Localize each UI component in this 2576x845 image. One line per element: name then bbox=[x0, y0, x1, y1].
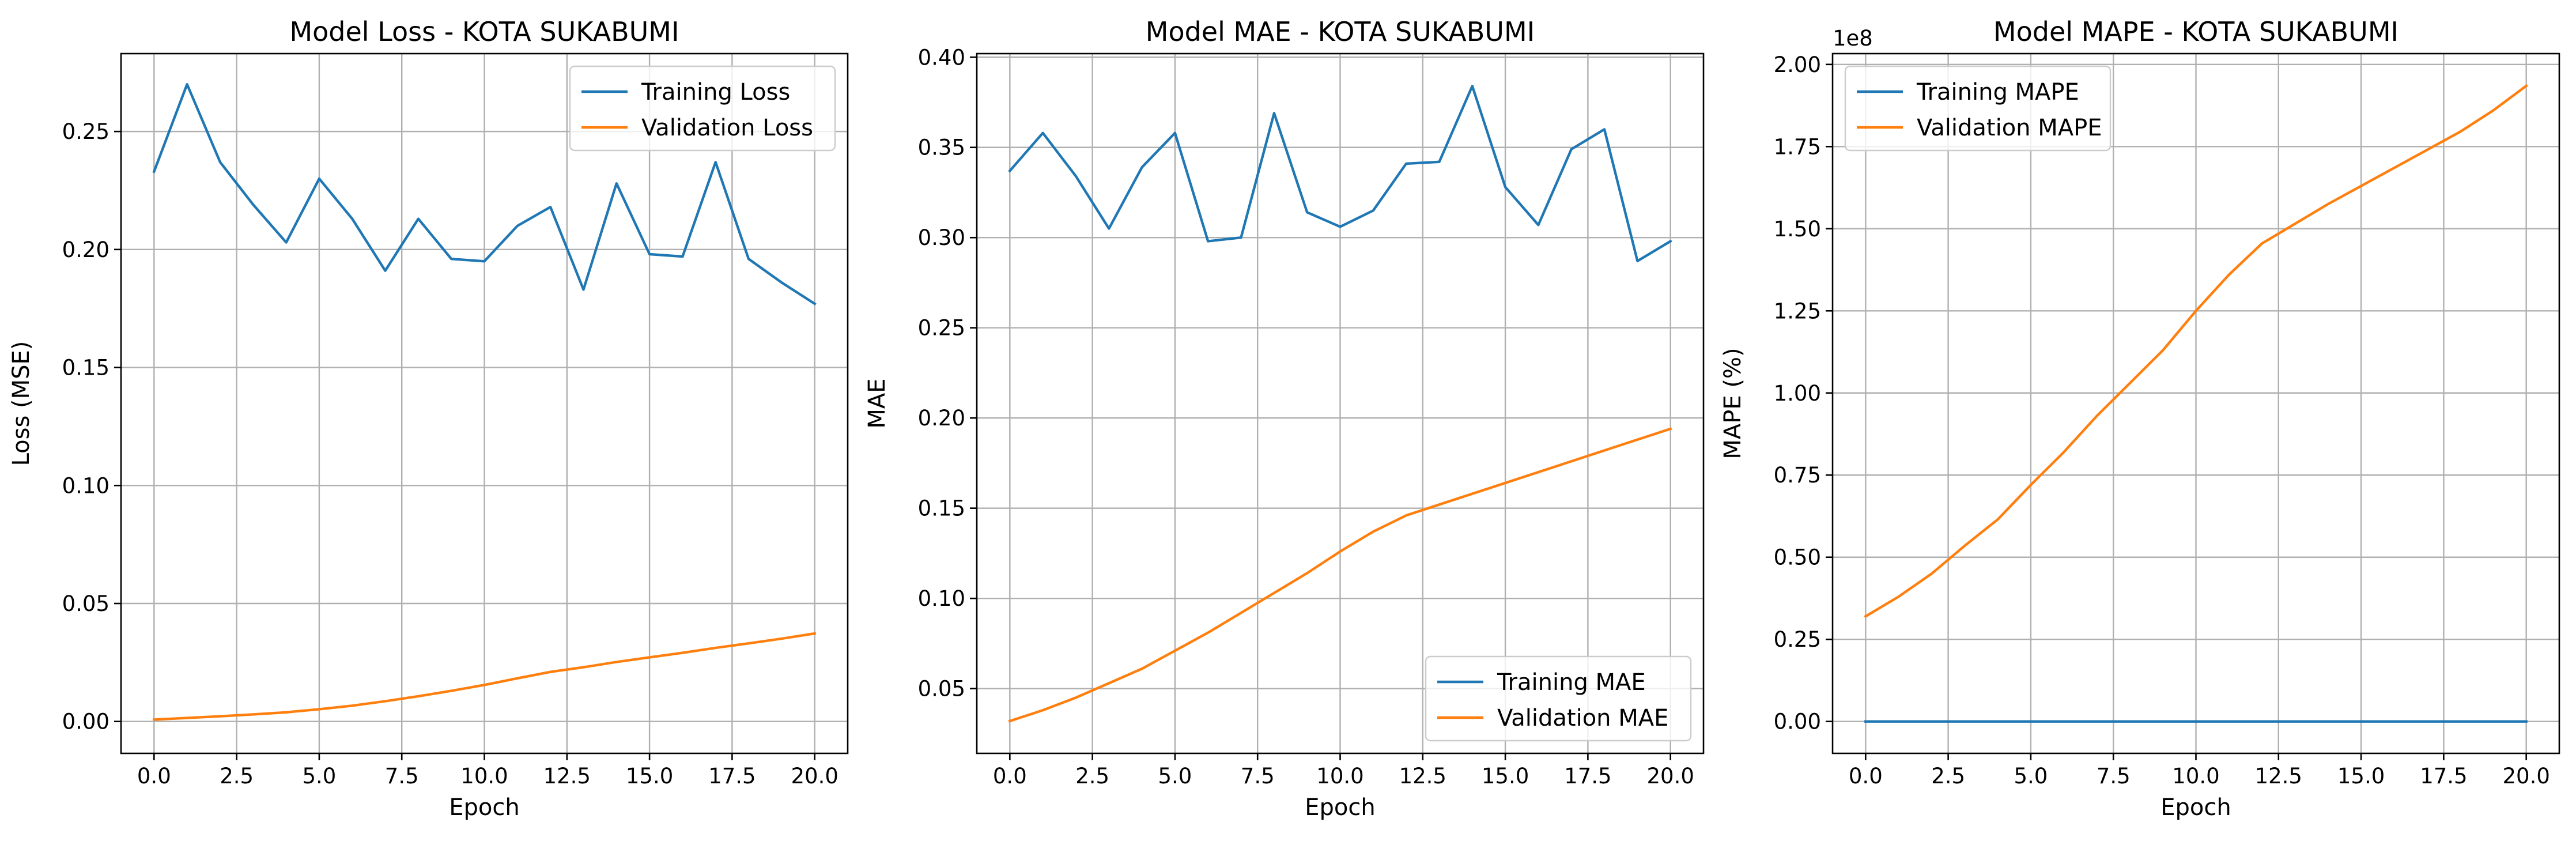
x-tick-label: 2.5 bbox=[1931, 764, 1965, 789]
y-offset-label: 1e8 bbox=[1833, 26, 1873, 51]
x-tick-label: 15.0 bbox=[1482, 764, 1529, 789]
x-tick-label: 12.5 bbox=[543, 764, 591, 789]
legend-box bbox=[1425, 655, 1692, 742]
x-tick-label: 2.5 bbox=[220, 764, 254, 789]
y-tick-label: 0.35 bbox=[918, 135, 965, 160]
y-tick-label: 0.05 bbox=[918, 677, 965, 701]
x-tick-label: 17.5 bbox=[1564, 764, 1611, 789]
series-line-validation-mae bbox=[1008, 427, 1672, 723]
x-tick-label: 17.5 bbox=[708, 764, 756, 789]
legend-entry-label: Validation MAE bbox=[1497, 705, 1668, 731]
y-tick-label: 0.00 bbox=[1774, 710, 1821, 734]
x-tick-label: 5.0 bbox=[1158, 764, 1192, 789]
series-line-training-mae bbox=[1008, 85, 1672, 263]
x-tick-label: 10.0 bbox=[1316, 764, 1363, 789]
x-tick-label: 2.5 bbox=[1075, 764, 1109, 789]
subplot-3: 0.0 2.5 5.0 7.5 10.0 12.5 15.0 17.5 20.0 0.00 0.25… bbox=[1720, 16, 2560, 821]
y-tick-label: 0.30 bbox=[918, 225, 965, 250]
x-axis-label: Epoch bbox=[449, 794, 519, 821]
x-tick-label: 7.5 bbox=[1241, 764, 1275, 789]
y-axis-label: MAPE (%) bbox=[1720, 348, 1746, 459]
legend: Training MAPE Validation MAPE bbox=[1844, 65, 2112, 152]
chart-title: Model MAPE - KOTA SUKABUMI bbox=[1993, 16, 2399, 47]
x-tick-label: 12.5 bbox=[1399, 764, 1446, 789]
series-line-validation-loss bbox=[152, 632, 817, 721]
y-tick-label: 0.25 bbox=[62, 119, 109, 144]
chart-title: Model Loss - KOTA SUKABUMI bbox=[289, 16, 679, 47]
x-tick-label: 0.0 bbox=[993, 764, 1027, 789]
y-tick-label: 2.00 bbox=[1774, 52, 1821, 77]
x-tick-label: 10.0 bbox=[2172, 764, 2219, 789]
y-tick-label: 0.15 bbox=[918, 496, 965, 521]
legend: Training MAE Validation MAE bbox=[1425, 655, 1692, 742]
x-tick-label: 20.0 bbox=[1646, 764, 1694, 789]
y-tick-label: 0.15 bbox=[62, 356, 109, 380]
x-tick-label: 10.0 bbox=[460, 764, 508, 789]
y-tick-label: 0.25 bbox=[918, 316, 965, 341]
y-tick-label: 0.05 bbox=[62, 591, 109, 616]
legend-entry-label: Training MAE bbox=[1497, 669, 1646, 696]
x-tick-label: 7.5 bbox=[385, 764, 419, 789]
y-tick-label: 1.25 bbox=[1774, 299, 1821, 323]
y-tick-label: 0.10 bbox=[918, 586, 965, 611]
subplot-2: 0.0 2.5 5.0 7.5 10.0 12.5 15.0 17.5 20.0 0.05 0.10… bbox=[864, 16, 1705, 821]
y-axis-label: MAE bbox=[864, 378, 890, 428]
legend-box bbox=[1844, 65, 2112, 152]
y-tick-label: 1.50 bbox=[1774, 217, 1821, 242]
legend: Training Loss Validation Loss bbox=[569, 65, 836, 152]
x-tick-label: 15.0 bbox=[626, 764, 673, 789]
y-axis-label: Loss (MSE) bbox=[8, 341, 35, 466]
x-tick-label: 0.0 bbox=[1849, 764, 1883, 789]
x-tick-label: 17.5 bbox=[2420, 764, 2467, 789]
legend-entry-label: Training MAPE bbox=[1916, 79, 2079, 105]
y-tick-label: 1.75 bbox=[1774, 134, 1821, 159]
subplot-1: 0.0 2.5 5.0 7.5 10.0 12.5 15.0 17.5 20.0 0.00 0.05… bbox=[8, 16, 849, 821]
x-tick-label: 0.0 bbox=[137, 764, 171, 789]
y-tick-label: 0.50 bbox=[1774, 545, 1821, 570]
x-tick-label: 12.5 bbox=[2255, 764, 2302, 789]
y-tick-label: 0.40 bbox=[918, 45, 965, 70]
x-tick-label: 15.0 bbox=[2337, 764, 2385, 789]
legend-entry-label: Validation Loss bbox=[641, 115, 813, 141]
y-tick-label: 1.00 bbox=[1774, 381, 1821, 406]
y-tick-label: 0.20 bbox=[918, 406, 965, 431]
x-axis-label: Epoch bbox=[1305, 794, 1375, 821]
x-tick-label: 7.5 bbox=[2097, 764, 2131, 789]
x-tick-label: 5.0 bbox=[2014, 764, 2048, 789]
legend-entry-label: Training Loss bbox=[641, 79, 790, 105]
series-line-training-loss bbox=[152, 82, 817, 306]
y-tick-label: 0.75 bbox=[1774, 463, 1821, 488]
legend-entry-label: Validation MAPE bbox=[1917, 115, 2102, 141]
x-tick-label: 5.0 bbox=[302, 764, 336, 789]
y-tick-label: 0.20 bbox=[62, 237, 109, 262]
series-line-validation-mape bbox=[1864, 84, 2528, 618]
x-axis-label: Epoch bbox=[2160, 794, 2231, 821]
x-tick-label: 20.0 bbox=[791, 764, 838, 789]
legend-box bbox=[569, 65, 836, 152]
chart-title: Model MAE - KOTA SUKABUMI bbox=[1146, 16, 1535, 47]
y-tick-label: 0.25 bbox=[1774, 627, 1821, 652]
y-tick-label: 0.00 bbox=[62, 710, 109, 734]
x-tick-label: 20.0 bbox=[2502, 764, 2549, 789]
y-tick-label: 0.10 bbox=[62, 473, 109, 498]
